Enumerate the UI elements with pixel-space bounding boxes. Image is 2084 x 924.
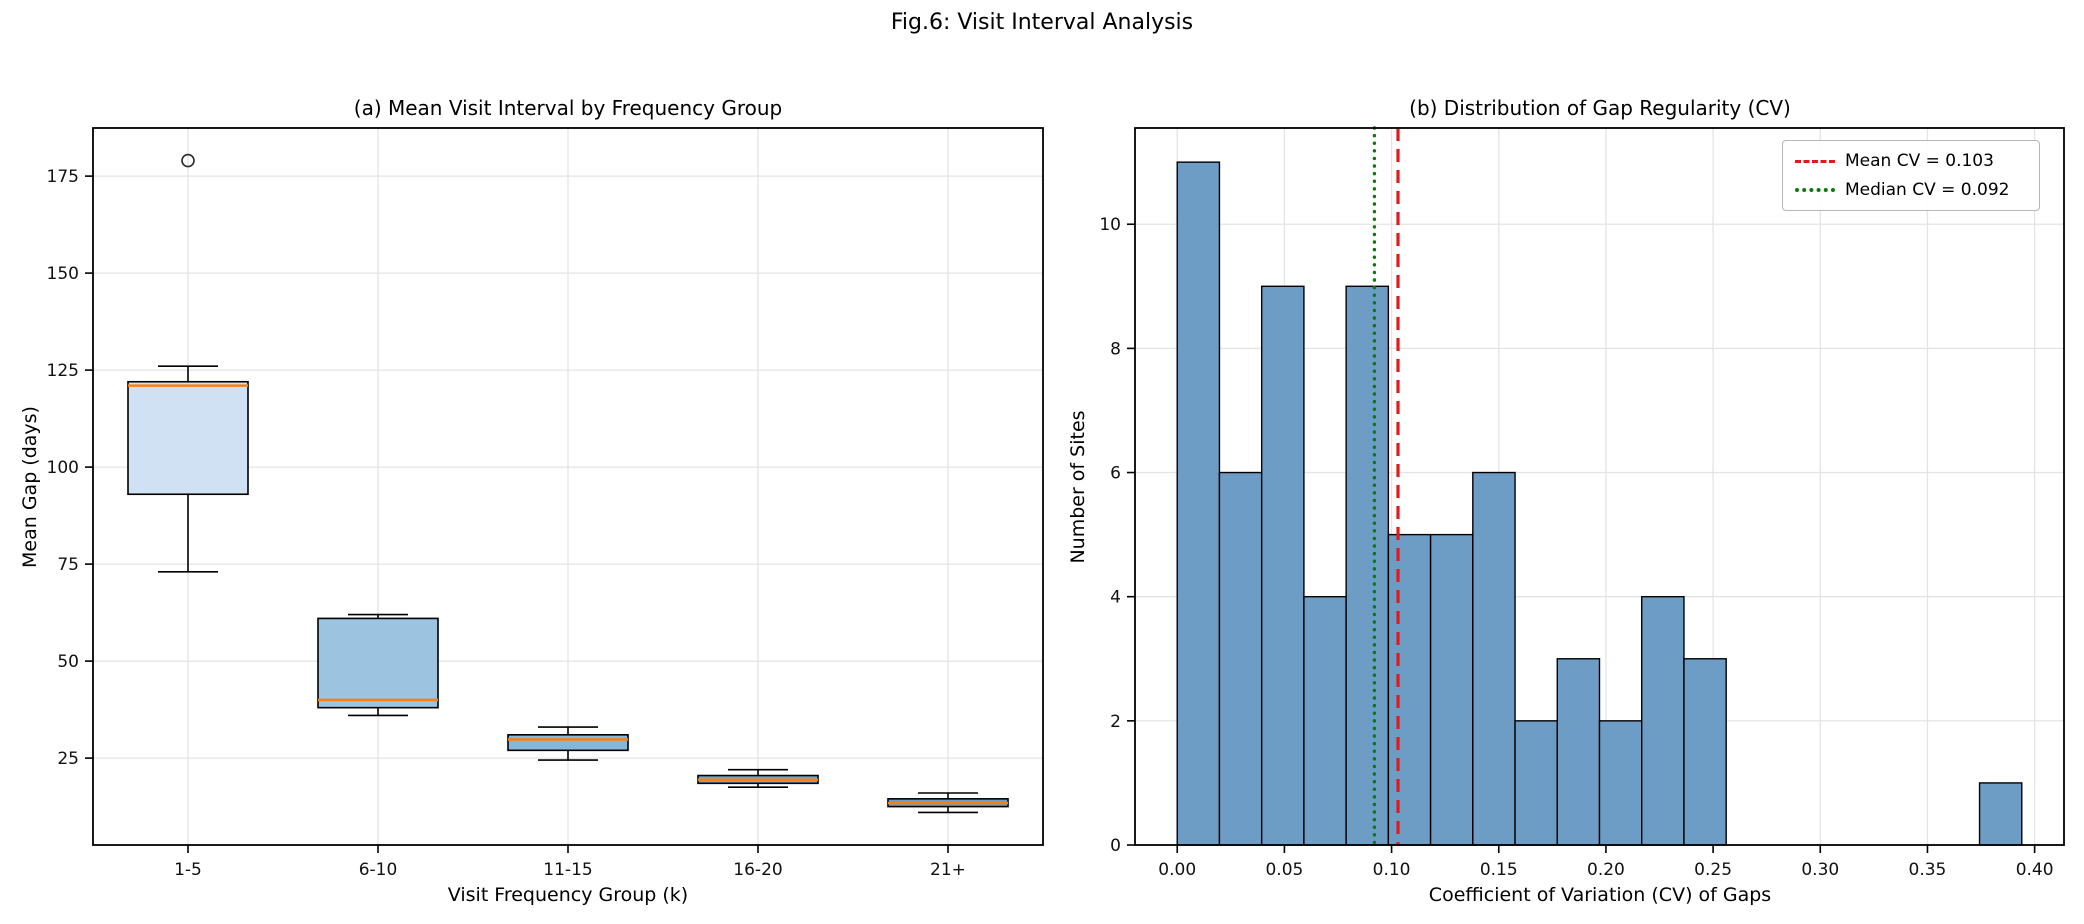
- hist-bar: [1303, 595, 1347, 846]
- x-tick-label: 0.10: [1373, 860, 1411, 880]
- figure-title: Fig.6: Visit Interval Analysis: [890, 10, 1194, 35]
- hist-bar: [1641, 595, 1685, 846]
- hist-bar: [1176, 161, 1221, 846]
- outlier-point: [181, 153, 195, 168]
- x-tick-label: 0.35: [1909, 860, 1947, 880]
- x-tick-label: 0.15: [1480, 860, 1518, 880]
- y-tick-label: 125: [47, 361, 79, 381]
- median-cv-line-icon: [1795, 188, 1835, 192]
- hist-bar: [1345, 285, 1390, 846]
- hist-bar: [1598, 720, 1643, 846]
- y-tick-label: 150: [47, 264, 79, 284]
- y-tick-label: 8: [1110, 339, 1121, 359]
- x-tick-label: 0.40: [2016, 860, 2054, 880]
- legend-label-median-cv: Median CV = 0.092: [1845, 180, 2010, 200]
- hist-bar: [1218, 471, 1263, 846]
- box: [317, 617, 439, 709]
- x-tick-label: 6-10: [359, 860, 398, 880]
- hist-bar: [1472, 471, 1516, 846]
- x-tick-label: 0.25: [1694, 860, 1732, 880]
- legend-label-mean-cv: Mean CV = 0.103: [1845, 151, 1994, 171]
- legend-item-median-cv: Median CV = 0.092: [1795, 180, 2027, 200]
- x-tick-label: 0.30: [1801, 860, 1839, 880]
- y-tick-label: 25: [57, 749, 79, 769]
- hist-bar: [1260, 285, 1305, 846]
- y-tick-label: 6: [1110, 464, 1121, 484]
- y-tick-label: 50: [57, 652, 79, 672]
- y-tick-label: 4: [1110, 588, 1121, 608]
- x-tick-label: 1-5: [174, 860, 202, 880]
- x-tick-label: 11-15: [543, 860, 592, 880]
- x-tick-label: 21+: [930, 860, 966, 880]
- x-tick-label: 0.05: [1265, 860, 1303, 880]
- y-tick-label: 10: [1099, 215, 1121, 235]
- legend-item-mean-cv: Mean CV = 0.103: [1795, 151, 2027, 171]
- y-tick-label: 100: [47, 458, 79, 478]
- hist-bar: [1683, 658, 1727, 846]
- panel-a-title: (a) Mean Visit Interval by Frequency Gro…: [353, 96, 783, 120]
- y-tick-label: 2: [1110, 712, 1121, 732]
- box: [507, 734, 629, 752]
- axes-frame: [1134, 127, 2065, 846]
- y-tick-label: 175: [47, 167, 79, 187]
- hist-bar: [1514, 720, 1558, 846]
- hist-bar: [1387, 533, 1432, 846]
- x-tick-label: 16-20: [733, 860, 782, 880]
- hist-bar: [1556, 658, 1601, 846]
- panel-b-xlabel: Coefficient of Variation (CV) of Gaps: [1428, 884, 1772, 906]
- panel-a-xlabel: Visit Frequency Group (k): [447, 884, 689, 906]
- panel-b-title: (b) Distribution of Gap Regularity (CV): [1409, 96, 1791, 120]
- y-tick-label: 75: [57, 555, 79, 575]
- x-tick-label: 0.20: [1587, 860, 1625, 880]
- x-tick-label: 0.00: [1158, 860, 1196, 880]
- hist-bar: [1429, 533, 1474, 846]
- mean-cv-line-icon: [1795, 159, 1835, 163]
- y-tick-label: 0: [1110, 836, 1121, 856]
- hist-bar: [1978, 782, 2023, 846]
- box: [127, 380, 249, 496]
- legend: Mean CV = 0.103 Median CV = 0.092: [1782, 140, 2040, 211]
